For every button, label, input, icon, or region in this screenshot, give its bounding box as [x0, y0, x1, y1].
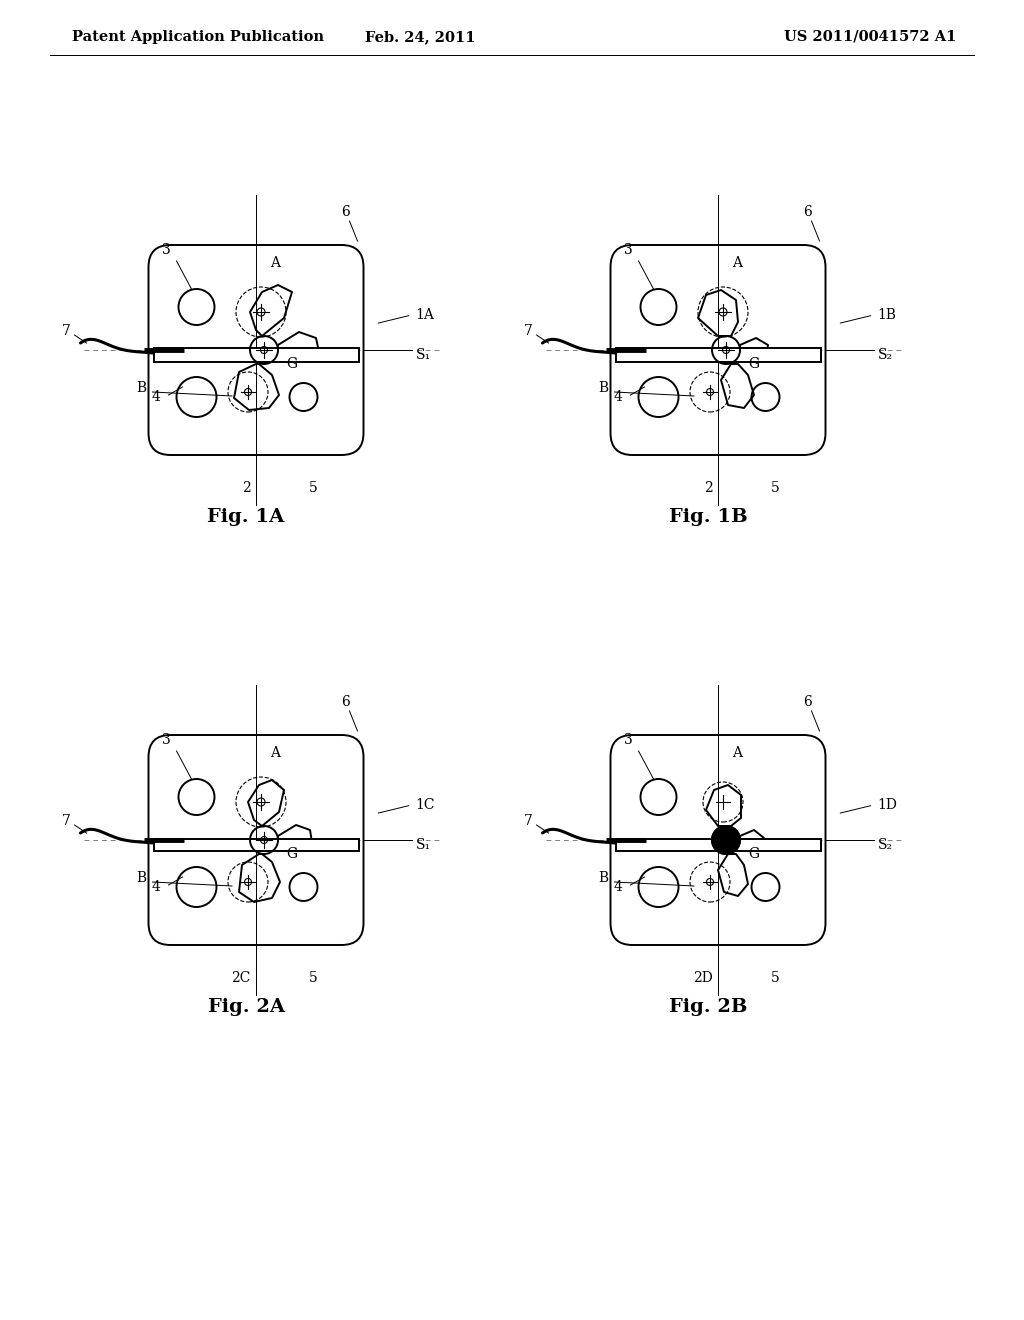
Text: A: A	[270, 256, 280, 271]
Text: 2C: 2C	[231, 972, 251, 985]
Text: 3: 3	[162, 243, 171, 257]
Text: 6: 6	[803, 696, 812, 709]
Text: B: B	[598, 871, 608, 884]
FancyBboxPatch shape	[154, 348, 358, 362]
Text: 3: 3	[162, 733, 171, 747]
FancyBboxPatch shape	[615, 348, 820, 362]
Text: 7: 7	[62, 323, 71, 338]
Text: 2: 2	[703, 480, 713, 495]
Text: Patent Application Publication: Patent Application Publication	[72, 30, 324, 44]
Text: 7: 7	[62, 814, 71, 828]
Text: 1D: 1D	[878, 799, 897, 812]
Text: Fig. 1A: Fig. 1A	[208, 508, 285, 525]
FancyBboxPatch shape	[615, 840, 820, 851]
Text: 4: 4	[614, 880, 623, 894]
Text: S₁: S₁	[416, 348, 430, 362]
Text: B: B	[598, 381, 608, 395]
Text: 6: 6	[341, 696, 350, 709]
Text: 1A: 1A	[416, 308, 434, 322]
FancyBboxPatch shape	[610, 735, 825, 945]
Text: 6: 6	[803, 205, 812, 219]
Text: 5: 5	[771, 480, 780, 495]
FancyBboxPatch shape	[148, 735, 364, 945]
Text: G: G	[286, 356, 297, 371]
Text: US 2011/0041572 A1: US 2011/0041572 A1	[783, 30, 956, 44]
Text: S₂: S₂	[878, 348, 893, 362]
Text: 3: 3	[624, 733, 633, 747]
Text: 4: 4	[152, 389, 161, 404]
Text: S₂: S₂	[878, 838, 893, 851]
Text: A: A	[732, 256, 742, 271]
Text: A: A	[270, 746, 280, 760]
Text: 4: 4	[152, 880, 161, 894]
Text: 4: 4	[614, 389, 623, 404]
Text: B: B	[136, 871, 146, 884]
Text: G: G	[748, 356, 759, 371]
Text: 7: 7	[524, 814, 532, 828]
Text: Fig. 2A: Fig. 2A	[208, 998, 285, 1016]
FancyBboxPatch shape	[154, 840, 358, 851]
Text: B: B	[136, 381, 146, 395]
Text: 2: 2	[242, 480, 251, 495]
FancyBboxPatch shape	[610, 246, 825, 455]
Circle shape	[712, 826, 740, 854]
Text: G: G	[748, 847, 759, 861]
Text: 5: 5	[771, 972, 780, 985]
Text: G: G	[286, 847, 297, 861]
Text: Fig. 1B: Fig. 1B	[669, 508, 748, 525]
Text: 1C: 1C	[416, 799, 435, 812]
Text: 6: 6	[341, 205, 350, 219]
Text: 3: 3	[624, 243, 633, 257]
Text: 1B: 1B	[878, 308, 896, 322]
Text: 7: 7	[524, 323, 532, 338]
Text: 5: 5	[309, 480, 317, 495]
FancyBboxPatch shape	[148, 246, 364, 455]
Text: Feb. 24, 2011: Feb. 24, 2011	[365, 30, 475, 44]
Text: 2D: 2D	[693, 972, 713, 985]
Text: A: A	[732, 746, 742, 760]
Text: 5: 5	[309, 972, 317, 985]
Text: Fig. 2B: Fig. 2B	[669, 998, 748, 1016]
Text: S₁: S₁	[416, 838, 430, 851]
